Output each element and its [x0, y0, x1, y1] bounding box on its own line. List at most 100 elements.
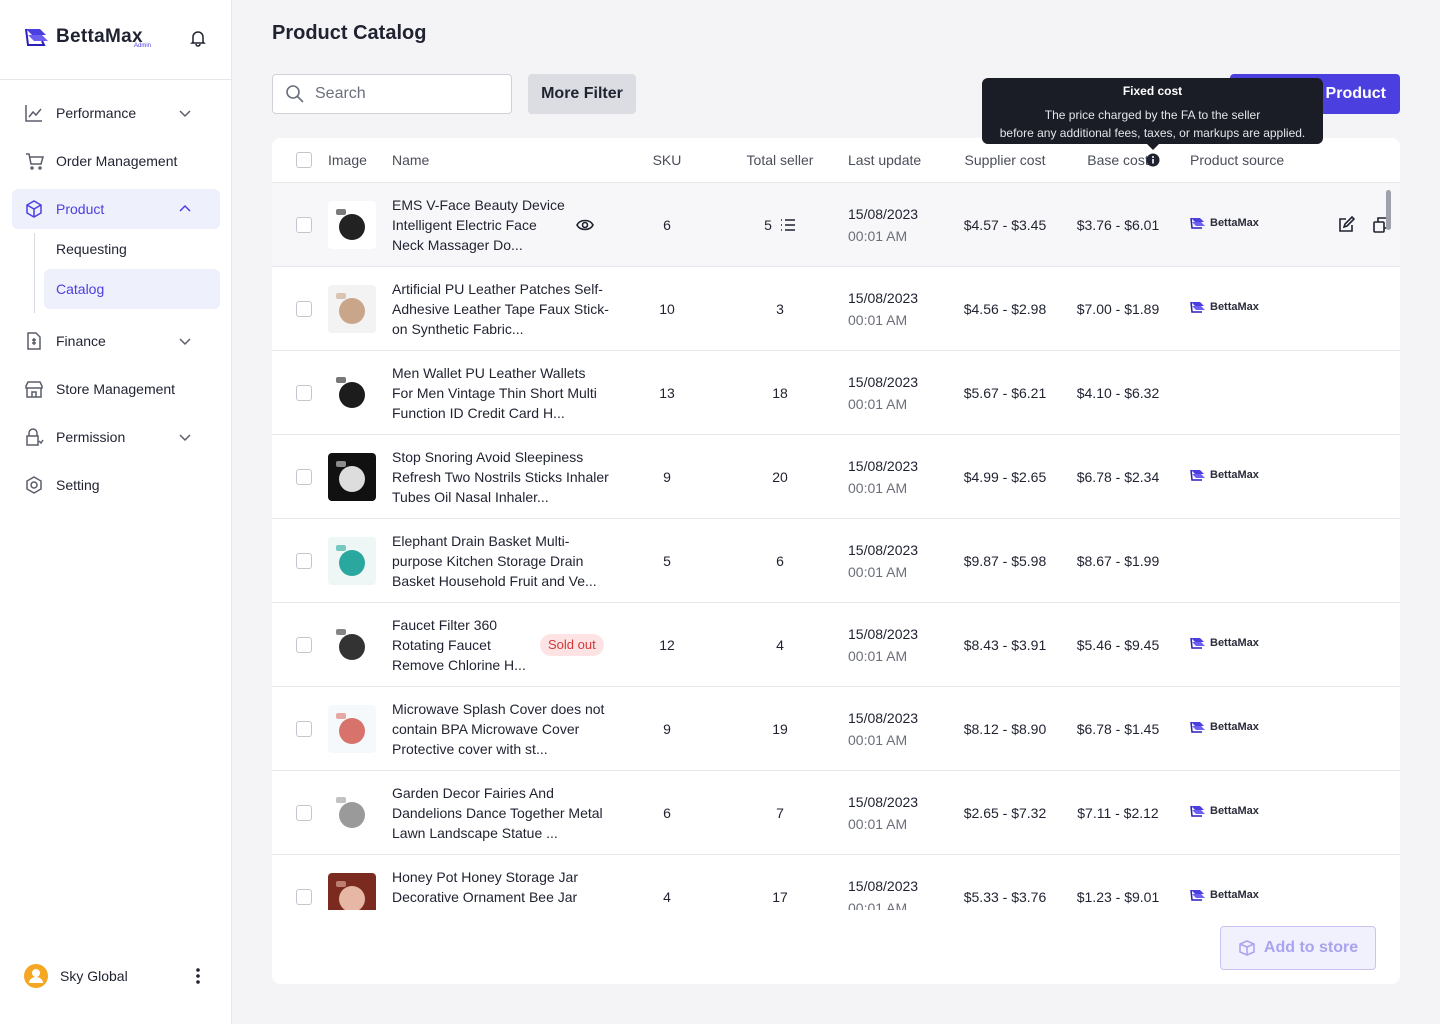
product-image [328, 537, 376, 585]
product-image [328, 285, 376, 333]
row-checkbox[interactable] [296, 721, 312, 737]
update-date: 15/08/2023 [848, 794, 919, 810]
row-checkbox[interactable] [296, 637, 312, 653]
update-date: 15/08/2023 [848, 374, 919, 390]
update-date: 15/08/2023 [848, 626, 919, 642]
table-row[interactable]: EMS V-Face Beauty Device Intelligent Ele… [272, 183, 1400, 267]
source-name: BettaMax [1210, 217, 1259, 229]
view-icon[interactable] [576, 218, 594, 232]
row-checkbox[interactable] [296, 217, 312, 233]
nav-item[interactable]: Permission [12, 417, 220, 457]
more-icon[interactable] [194, 967, 202, 985]
nav-item[interactable]: Order Management [12, 141, 220, 181]
product-name: Artificial PU Leather Patches Self-Adhes… [392, 281, 609, 337]
column-header: Last update [848, 152, 922, 168]
nav-item[interactable]: Setting [12, 465, 220, 505]
nav-item[interactable]: Finance [12, 321, 220, 361]
update-time: 00:01 AM [848, 732, 908, 748]
source-logo [1190, 805, 1205, 817]
sub-nav-item[interactable]: Requesting [56, 241, 127, 257]
product-image [328, 621, 376, 669]
total-seller: 6 [720, 519, 840, 603]
source-name: BettaMax [1210, 889, 1259, 901]
base-cost: $7.11 - $2.12 [1077, 805, 1159, 821]
nav-item[interactable]: Store Management [12, 369, 220, 409]
table-row[interactable]: Honey Pot Honey Storage Jar Decorative O… [272, 855, 1400, 910]
update-date: 15/08/2023 [848, 710, 919, 726]
select-all-checkbox[interactable] [296, 152, 312, 168]
table-row[interactable]: Stop Snoring Avoid Sleepiness Refresh Tw… [272, 435, 1400, 519]
list-icon[interactable] [780, 218, 796, 232]
total-seller-value: 18 [772, 385, 788, 401]
table-row[interactable]: Microwave Splash Cover does not contain … [272, 687, 1400, 771]
last-update: 15/08/2023 00:01 AM [848, 287, 918, 331]
supplier-cost: $2.65 - $7.32 [963, 805, 1047, 821]
row-checkbox[interactable] [296, 889, 312, 905]
product-thumbnail [336, 377, 365, 408]
add-to-store-label: Add to store [1263, 939, 1359, 956]
add-to-store-button[interactable]: Add to store [1220, 926, 1376, 970]
product-source: BettaMax [1190, 721, 1259, 733]
supplier-cost: $4.99 - $2.65 [963, 469, 1047, 485]
total-seller: 17 [720, 855, 840, 910]
tooltip-line: before any additional fees, taxes, or ma… [999, 126, 1306, 140]
sku: 12 [659, 637, 675, 653]
brand[interactable]: BettaMax Admin [24, 26, 151, 49]
total-seller: 4 [720, 603, 840, 687]
nav-item[interactable]: Product [12, 189, 220, 229]
scrollbar[interactable] [1386, 190, 1391, 230]
total-seller: 3 [720, 267, 840, 351]
row-checkbox[interactable] [296, 553, 312, 569]
base-cost: $6.78 - $2.34 [1076, 469, 1160, 485]
product-source: BettaMax [1190, 301, 1259, 313]
user[interactable]: Sky Global [24, 964, 128, 988]
column-header: Image [328, 152, 367, 168]
nav-icon [26, 476, 42, 494]
product-source: BettaMax [1190, 889, 1259, 901]
search-box[interactable]: Search [272, 74, 512, 114]
brand-sub: Admin [134, 43, 152, 49]
sku: 13 [659, 385, 675, 401]
row-checkbox[interactable] [296, 301, 312, 317]
tooltip: Fixed cost The price charged by the FA t… [982, 78, 1323, 150]
source-logo [1190, 217, 1205, 229]
row-checkbox[interactable] [296, 469, 312, 485]
table-row[interactable]: Faucet Filter 360 Rotating Faucet Remove… [272, 603, 1400, 687]
supplier-cost: $8.43 - $3.91 [963, 637, 1047, 653]
edit-icon[interactable] [1337, 216, 1355, 234]
last-update: 15/08/2023 00:01 AM [848, 371, 918, 415]
table-row[interactable]: Men Wallet PU Leather Wallets For Men Vi… [272, 351, 1400, 435]
nav-item[interactable]: Performance [12, 93, 220, 133]
row-checkbox[interactable] [296, 385, 312, 401]
sub-nav-item[interactable]: Catalog [44, 269, 220, 309]
last-update: 15/08/2023 00:01 AM [848, 203, 918, 247]
product-image [328, 369, 376, 417]
table-row[interactable]: Elephant Drain Basket Multi-purpose Kitc… [272, 519, 1400, 603]
nav-icon [25, 105, 42, 122]
nav-label: Product [56, 201, 105, 217]
product-thumbnail [336, 797, 365, 828]
total-seller-value: 4 [776, 637, 784, 653]
total-seller: 20 [720, 435, 840, 519]
update-time: 00:01 AM [848, 396, 908, 412]
source-logo [1190, 889, 1205, 901]
product-name: Faucet Filter 360 Rotating Faucet Remove… [392, 617, 526, 673]
source-logo [1190, 469, 1205, 481]
supplier-cost: $4.56 - $2.98 [963, 301, 1047, 317]
brand-logo [25, 28, 48, 46]
row-checkbox[interactable] [296, 805, 312, 821]
sidebar: BettaMax Admin Sky Global Performance Ord… [0, 0, 232, 1024]
base-cost: $4.10 - $6.32 [1076, 385, 1160, 401]
sku: 10 [659, 301, 675, 317]
bell-icon[interactable] [189, 29, 207, 47]
table-row[interactable]: Artificial PU Leather Patches Self-Adhes… [272, 267, 1400, 351]
info-icon[interactable] [1146, 153, 1160, 167]
product-source: BettaMax [1190, 217, 1259, 229]
product-source: BettaMax [1190, 469, 1259, 481]
source-logo [1190, 301, 1205, 313]
base-cost: $3.76 - $6.01 [1076, 217, 1160, 233]
product-thumbnail [336, 461, 365, 492]
nav-label: Permission [56, 429, 126, 445]
filter-button[interactable]: More Filter [528, 74, 636, 114]
table-row[interactable]: Garden Decor Fairies And Dandelions Danc… [272, 771, 1400, 855]
